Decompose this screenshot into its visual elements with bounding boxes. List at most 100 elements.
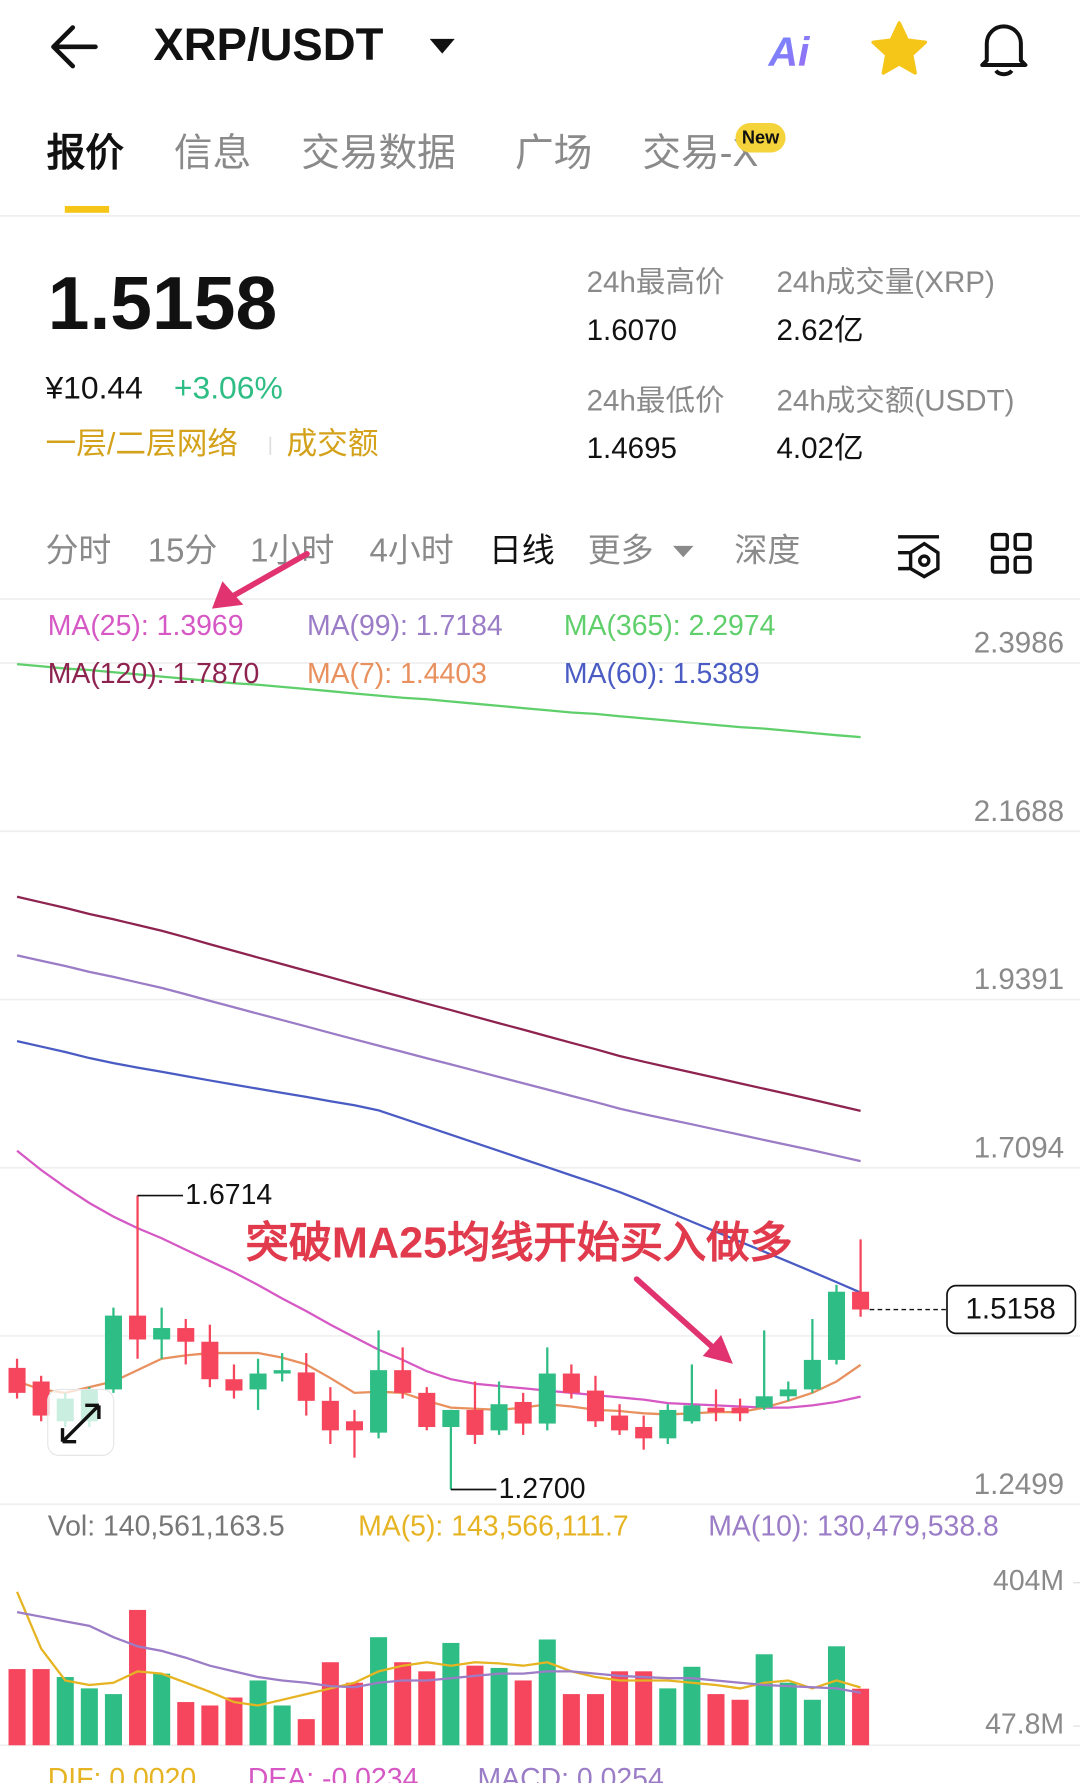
y-tick-label: 404M xyxy=(993,1565,1064,1597)
expand-button[interactable] xyxy=(47,1388,115,1456)
legend-entry: MA(365): 2.2974 xyxy=(564,610,776,642)
volume-bar xyxy=(201,1705,219,1746)
tab[interactable]: 交易数据 xyxy=(301,132,456,175)
candle-body xyxy=(731,1407,749,1414)
chart-layer: 2.39862.16881.93911.70941.47971.2499MA(2… xyxy=(0,610,1080,1783)
pair-title[interactable]: XRP/USDT xyxy=(153,19,383,70)
tab[interactable]: 信息 xyxy=(174,132,251,175)
volume-bar xyxy=(635,1671,653,1746)
cny-price: ¥10.44 xyxy=(44,370,142,406)
ma-line xyxy=(16,1039,862,1294)
stat-label: 24h最低价 xyxy=(587,384,725,417)
candle-body xyxy=(707,1407,725,1413)
volume-bar xyxy=(418,1671,436,1746)
new-badge-bg xyxy=(735,122,786,153)
ma-line xyxy=(16,954,861,1163)
ma-line xyxy=(16,1149,861,1409)
volume-bar xyxy=(586,1694,605,1746)
legend-entry: MA(7): 1.4403 xyxy=(307,658,487,690)
volume-bar xyxy=(153,1673,171,1746)
volume-bar xyxy=(177,1702,195,1746)
last-price-box xyxy=(946,1284,1077,1335)
candle-body xyxy=(153,1328,171,1340)
tag[interactable]: 一层/二层网络 xyxy=(45,426,238,461)
volume-legend: MA(10): 130,479,538.8 xyxy=(708,1511,999,1543)
stat-label: 24h最高价 xyxy=(587,266,725,299)
candle-body xyxy=(635,1426,653,1439)
volume-bar xyxy=(225,1697,243,1746)
candle-body xyxy=(273,1370,291,1374)
volume-bar xyxy=(345,1682,363,1746)
pair-dropdown[interactable] xyxy=(429,38,455,54)
interval[interactable]: 更多 xyxy=(588,531,654,568)
stat-value: 2.62亿 xyxy=(776,314,863,347)
volume-bar xyxy=(32,1669,50,1746)
y-tick-label: 2.3986 xyxy=(974,627,1064,660)
tag[interactable]: 成交额 xyxy=(286,426,378,461)
candle-body xyxy=(8,1367,26,1393)
interval[interactable]: 深度 xyxy=(734,531,800,568)
volume-bar xyxy=(803,1699,821,1746)
ma-line xyxy=(16,895,861,1113)
volume-bar xyxy=(80,1688,98,1746)
candle-body xyxy=(779,1389,797,1397)
macd-legend: DIF: 0.0020 xyxy=(48,1763,196,1783)
stat-value: 1.4695 xyxy=(587,432,677,465)
volume-bar xyxy=(707,1694,725,1746)
low-label: 1.2700 xyxy=(499,1473,586,1505)
y-tick-label: 1.9391 xyxy=(974,963,1064,996)
layout-icon[interactable] xyxy=(990,532,1032,574)
volume-bar xyxy=(683,1666,701,1746)
candle-body xyxy=(418,1392,436,1427)
favorite-star[interactable] xyxy=(871,21,928,75)
candle-body xyxy=(562,1373,580,1393)
ai-button[interactable]: Ai xyxy=(768,29,812,75)
last-price: 1.5158 xyxy=(48,261,277,345)
candle-body xyxy=(490,1404,508,1431)
volume-bar xyxy=(779,1682,797,1746)
legend-entry: MA(60): 1.5389 xyxy=(564,658,760,690)
y-tick-label: 1.2499 xyxy=(974,1468,1064,1501)
stat-value: 1.6070 xyxy=(587,314,677,347)
candle-body xyxy=(225,1379,243,1391)
stat-label: 24h成交额(USDT) xyxy=(776,384,1014,417)
volume-bar xyxy=(321,1662,339,1746)
interval[interactable]: 15分 xyxy=(148,531,218,568)
tab[interactable]: 广场 xyxy=(515,132,592,175)
tag-separator xyxy=(269,436,272,455)
back-button[interactable] xyxy=(51,25,98,69)
indicator-settings-icon[interactable] xyxy=(898,535,940,579)
interval[interactable]: 4小时 xyxy=(369,531,453,568)
stat-label: 24h成交量(XRP) xyxy=(776,266,994,299)
candle-body xyxy=(177,1328,195,1342)
interval[interactable]: 分时 xyxy=(45,531,111,568)
candle-body xyxy=(683,1405,701,1422)
candle-body xyxy=(466,1409,484,1435)
candle-body xyxy=(514,1401,532,1424)
candle-body xyxy=(659,1409,677,1439)
candle-body xyxy=(538,1373,556,1424)
volume-ma-line xyxy=(16,1591,861,1707)
stat-value: 4.02亿 xyxy=(776,432,863,465)
macd-legend: DEA: -0.0234 xyxy=(248,1763,419,1783)
bell-icon[interactable] xyxy=(980,24,1028,77)
candle-body xyxy=(321,1400,339,1431)
candle-body xyxy=(755,1396,773,1408)
y-tick-label: 2.1688 xyxy=(974,795,1064,828)
new-badge: New xyxy=(742,128,780,148)
legend-entry: MA(120): 1.7870 xyxy=(48,658,260,690)
interval[interactable]: 日线 xyxy=(489,531,555,568)
candle-body xyxy=(345,1421,363,1431)
ma-line xyxy=(16,662,861,739)
volume-bar xyxy=(56,1677,74,1746)
more-caret[interactable] xyxy=(673,545,694,558)
last-price-label: 1.5158 xyxy=(965,1292,1055,1325)
tab[interactable]: 报价 xyxy=(47,132,125,175)
volume-bar xyxy=(466,1665,484,1746)
candle-body xyxy=(370,1370,388,1433)
candle-body xyxy=(442,1409,460,1427)
candle-body xyxy=(201,1341,219,1380)
volume-bar xyxy=(249,1680,267,1746)
